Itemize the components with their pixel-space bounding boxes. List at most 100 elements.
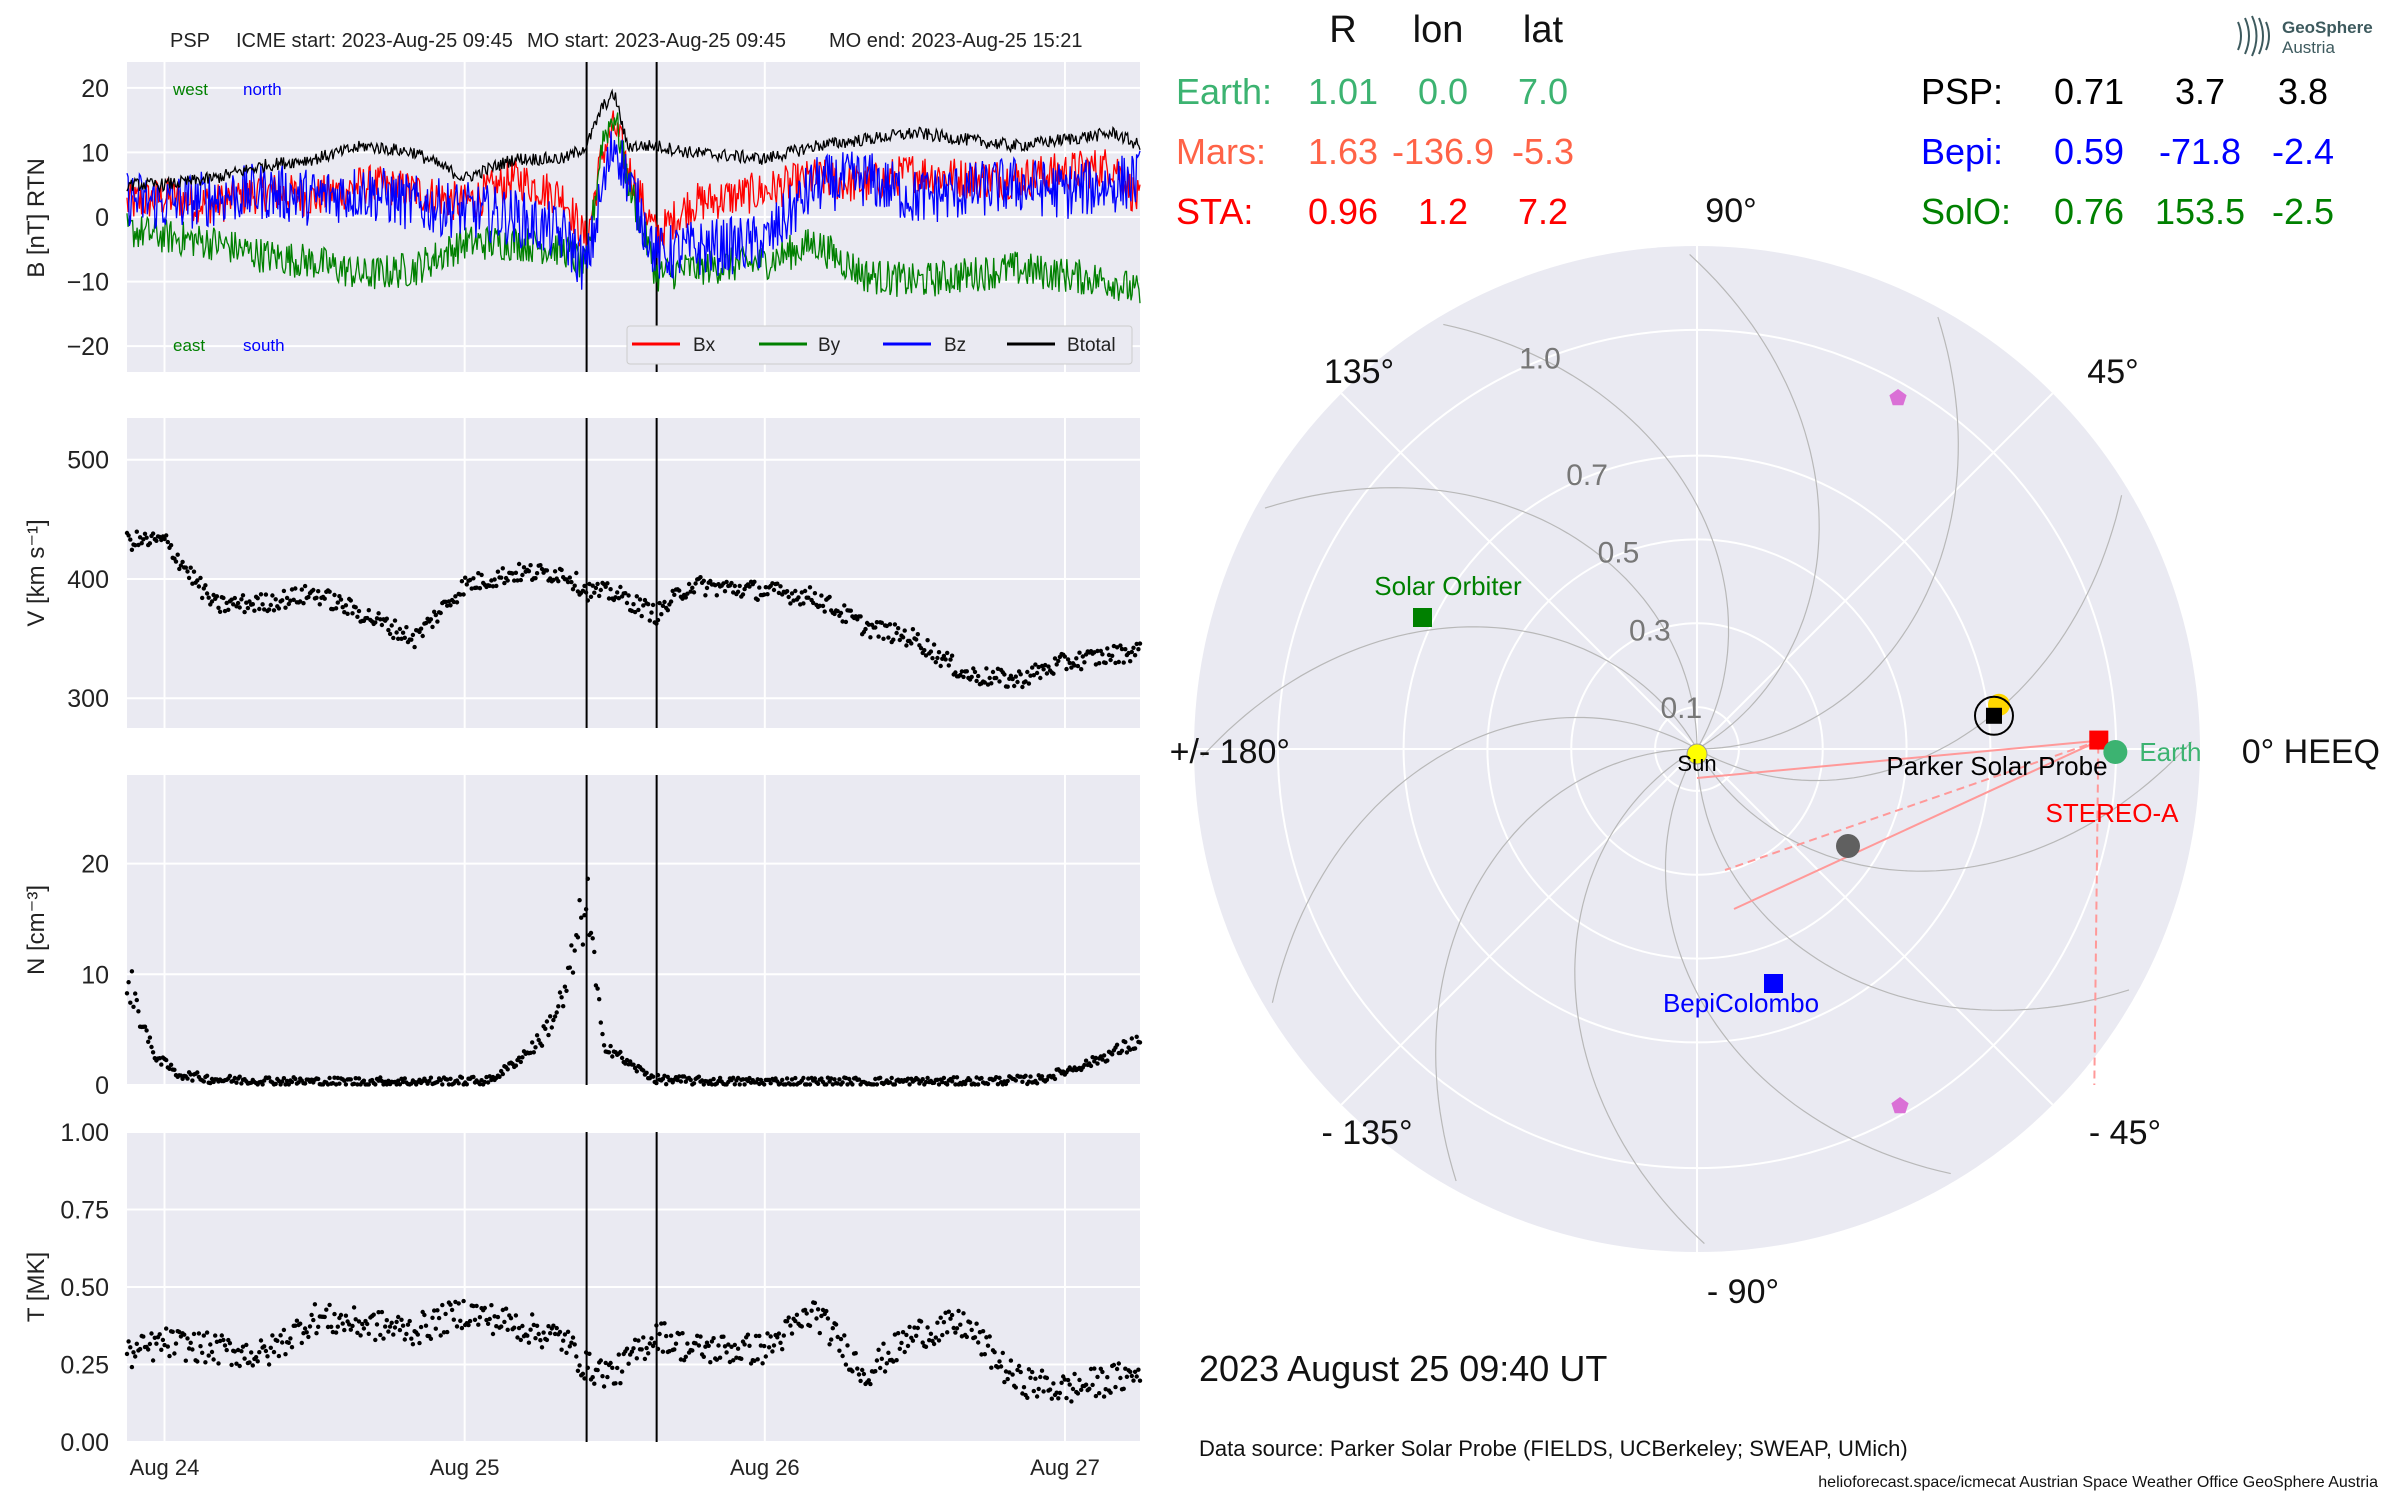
legend-box: [626, 325, 1133, 365]
data-point: [355, 1330, 360, 1336]
data-point: [961, 1311, 966, 1316]
data-point: [717, 1355, 723, 1360]
data-point: [516, 561, 522, 567]
data-point: [1136, 647, 1141, 652]
data-point: [631, 1062, 636, 1067]
data-point: [668, 599, 674, 604]
polar-radial-label: 0.3: [1629, 614, 1671, 647]
data-point: [271, 1349, 277, 1355]
data-point: [933, 1335, 938, 1340]
data-point: [1132, 653, 1138, 658]
data-point: [951, 1075, 956, 1080]
data-point: [302, 583, 308, 589]
data-point: [765, 1331, 770, 1336]
data-point: [1038, 675, 1043, 681]
data-point: [234, 1361, 239, 1366]
data-point: [889, 1075, 894, 1081]
data-point: [569, 1340, 574, 1345]
data-point: [613, 595, 618, 600]
data-point: [260, 602, 265, 607]
data-point: [554, 1010, 559, 1015]
data-point: [766, 1077, 772, 1083]
data-point: [332, 1311, 337, 1317]
data-point: [1031, 673, 1037, 678]
data-point: [984, 1335, 989, 1340]
data-point: [191, 1331, 197, 1337]
data-point: [948, 1316, 953, 1321]
data-point: [817, 1330, 822, 1336]
data-point: [598, 587, 603, 593]
data-point: [430, 624, 435, 630]
data-point: [891, 1359, 896, 1364]
data-point: [762, 1343, 767, 1349]
data-point: [500, 1307, 505, 1313]
psp-label: Parker Solar Probe: [1886, 751, 2107, 781]
data-point: [178, 563, 184, 568]
data-point: [729, 1344, 734, 1350]
data-point: [544, 1019, 550, 1024]
data-point: [618, 584, 623, 590]
data-point: [1113, 1384, 1118, 1390]
data-point: [379, 1078, 385, 1084]
data-point: [763, 585, 768, 590]
data-point: [392, 618, 398, 623]
data-point: [817, 603, 822, 608]
data-point: [1118, 643, 1123, 648]
data-point: [923, 1079, 929, 1085]
data-point: [758, 1343, 764, 1348]
data-point: [569, 579, 574, 585]
data-point: [766, 1345, 772, 1350]
data-point: [925, 638, 930, 643]
data-point: [1057, 1390, 1063, 1396]
series-by-line: [126, 112, 1141, 304]
data-point: [570, 587, 576, 592]
data-point: [654, 621, 659, 626]
data-point: [389, 1320, 394, 1326]
data-point: [443, 599, 448, 604]
ytick-label: 20: [81, 75, 109, 103]
data-point: [760, 1361, 765, 1366]
data-point: [561, 1004, 566, 1009]
ytick-label: 1.00: [60, 1119, 109, 1147]
data-point: [644, 1345, 649, 1351]
data-point: [1041, 1389, 1046, 1394]
data-point: [1044, 671, 1050, 676]
data-point: [951, 1325, 956, 1331]
data-point: [922, 648, 927, 653]
data-point: [570, 1335, 576, 1340]
geosphere-logo: GeoSphere Austria: [2237, 15, 2373, 57]
data-point: [231, 602, 236, 607]
data-point: [556, 579, 561, 584]
data-point: [1136, 1367, 1141, 1372]
data-point: [793, 1318, 798, 1324]
data-point: [605, 1374, 610, 1380]
data-point: [830, 1326, 835, 1331]
psp-ring-marker: [1973, 695, 2014, 736]
data-point: [590, 1375, 595, 1380]
data-point: [678, 1079, 684, 1084]
legend-bx-label: Bx: [693, 335, 716, 356]
data-point: [492, 1314, 497, 1319]
data-point: [907, 1324, 912, 1330]
data-point: [1103, 1387, 1108, 1392]
data-point: [891, 637, 896, 642]
data-point: [435, 1308, 440, 1313]
data-point: [211, 592, 216, 598]
data-point: [204, 591, 210, 596]
data-point: [997, 679, 1002, 684]
data-point: [882, 1369, 888, 1374]
data-point: [309, 1312, 314, 1318]
data-point: [343, 1082, 349, 1087]
data-point: [881, 636, 886, 641]
data-point: [250, 1363, 255, 1368]
polar-radial-label: 0.1: [1660, 692, 1702, 725]
data-point: [776, 1331, 782, 1336]
data-point: [850, 1369, 855, 1374]
data-point: [172, 1067, 177, 1073]
data-point: [283, 1352, 288, 1357]
data-point: [641, 1335, 646, 1340]
data-point: [333, 606, 339, 611]
data-point: [900, 1330, 906, 1335]
data-point: [892, 1082, 898, 1087]
data-point: [829, 1076, 834, 1081]
